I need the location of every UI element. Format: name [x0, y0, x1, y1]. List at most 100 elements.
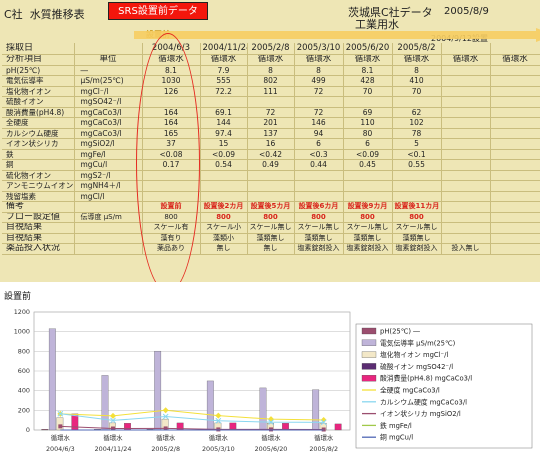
value-cell: <0.3: [294, 149, 344, 160]
value-cell: 設置後9カ月: [343, 201, 393, 213]
analysis-unit: mgFe/l: [74, 149, 143, 160]
value-cell: [490, 170, 540, 181]
value-cell: [200, 180, 248, 192]
value-cell: [441, 138, 491, 150]
sampling-date-cell: 2005/3/10: [294, 43, 344, 55]
legend-entry: 酸消費量(pH4.8) mgCaCo3/l: [380, 374, 472, 383]
value-cell: [200, 170, 248, 181]
x-tick-date: 2005/8/2: [309, 445, 338, 453]
value-cell: [490, 159, 540, 171]
data-row: 残留塩素 mgCl/l: [2, 191, 540, 202]
visual-scale-cell: スケール無し: [343, 222, 393, 234]
visual-scale-cell: スケール無し: [392, 222, 442, 234]
company-name: C社: [4, 8, 23, 21]
sampling-date-row: 採取日 2004/6/3 2004/11/24 2005/2/8 2005/3/10 20…: [2, 43, 540, 55]
data-row: カルシウム硬度 mgCaCo3/l 165 97.4 137 94 80 78: [2, 128, 540, 139]
x-tick-label: 循環水: [156, 433, 176, 442]
line-point: [320, 419, 327, 426]
value-cell: [490, 86, 540, 97]
legend-swatch: [361, 351, 377, 358]
bar-1: [48, 328, 56, 431]
analysis-unit: mgCl⁻/l: [74, 86, 143, 97]
value-cell: 499: [294, 75, 344, 87]
value-cell: [441, 107, 491, 118]
analysis-item: カルシウム硬度: [2, 128, 75, 139]
value-cell: [490, 201, 540, 213]
value-cell: [343, 170, 393, 181]
line-point: [215, 412, 222, 419]
value-cell: [200, 96, 248, 108]
value-cell: 15: [200, 138, 248, 150]
value-cell: [294, 180, 344, 192]
line-point: [268, 419, 274, 425]
value-cell: [441, 191, 491, 202]
visual-scale-cell: スケール無し: [247, 222, 295, 234]
value-cell: [294, 96, 344, 108]
value-cell: [392, 96, 442, 108]
line-point: [268, 416, 274, 423]
sampling-date-cell: 2005/8/2: [392, 43, 442, 55]
value-cell: 802: [247, 75, 295, 87]
analysis-unit: mgSiO2/l: [74, 138, 143, 150]
value-cell: 97.4: [200, 128, 248, 139]
line-point: [57, 410, 64, 417]
value-cell: [392, 170, 442, 181]
value-cell: 72: [294, 86, 344, 97]
value-cell: 72: [294, 107, 344, 118]
value-cell: 78: [392, 128, 442, 139]
x-tick-label: 循環水: [209, 433, 229, 442]
value-cell: <0.42: [247, 149, 295, 160]
value-cell: 8.1: [343, 65, 393, 76]
y-tick-label: 1000: [14, 328, 30, 336]
value-cell: [441, 201, 491, 213]
value-cell: [490, 138, 540, 150]
value-cell: 5: [392, 138, 442, 150]
legend-entry: 電気伝導率 μS/m(25℃): [380, 338, 456, 347]
value-cell: [200, 191, 248, 202]
value-cell: [247, 170, 295, 181]
data-row: アンモニウムイオン mgNH4＋/l: [2, 180, 540, 192]
analysis-item: 酸消費量(pH4.8): [2, 107, 75, 118]
water-quality-chart: 0 200 400 600 800 1000 1200 循環水 2004/6/3 循環水 2004/…: [14, 308, 533, 453]
document-title: 水質推移表: [29, 8, 85, 21]
value-cell: [392, 191, 442, 202]
value-cell: 111: [247, 86, 295, 97]
visual-algae-cell: 藻類無し: [247, 233, 295, 244]
line-series-1: [60, 413, 324, 423]
y-tick-label: 800: [18, 347, 30, 355]
bar-0: [41, 429, 49, 431]
visual-algae-row: 目視結果 藻有り 藻類小 藻類無し 藻類無し 藻類無し 藻類無し: [2, 233, 540, 244]
value-cell: [490, 149, 540, 160]
blow-value-cell: 800: [343, 212, 393, 223]
unit-cell: [74, 233, 143, 244]
value-cell: 6: [343, 138, 393, 150]
blow-value-cell: 800: [294, 212, 344, 223]
value-cell: [441, 170, 491, 181]
sample-type-cell: 循環水: [200, 54, 248, 66]
line-point: [110, 417, 116, 424]
water-quality-table: 採取日 2004/6/3 2004/11/24 2005/2/8 2005/3/10 20…: [2, 43, 540, 255]
value-cell: [441, 96, 491, 108]
value-cell: [441, 117, 491, 129]
value-cell: 6: [294, 138, 344, 150]
value-cell: [247, 191, 295, 202]
analysis-unit: ―: [74, 65, 143, 76]
sampling-date-label: 採取日: [2, 43, 75, 55]
line-point: [58, 424, 63, 429]
value-cell: 201: [247, 117, 295, 129]
value-cell: [441, 128, 491, 139]
analysis-unit: mgNH4＋/l: [74, 180, 143, 192]
legend-entry: カルシウム硬度 mgCaCo3/l: [380, 397, 467, 406]
y-tick-label: 600: [18, 367, 30, 375]
value-cell: 設置後11カ月: [392, 201, 442, 213]
data-row: イオン状シリカ mgSiO2/l 37 15 16 6 6 5: [2, 138, 540, 150]
sampling-date-cell: [441, 43, 491, 55]
value-cell: [441, 86, 491, 97]
value-cell: 0.49: [247, 159, 295, 171]
value-cell: 設置後6カ月: [294, 201, 344, 213]
line-point: [111, 426, 115, 431]
value-cell: [490, 107, 540, 118]
value-cell: [490, 96, 540, 108]
chart-title: 設置前: [4, 292, 32, 302]
blow-value-cell: 800: [247, 212, 295, 223]
